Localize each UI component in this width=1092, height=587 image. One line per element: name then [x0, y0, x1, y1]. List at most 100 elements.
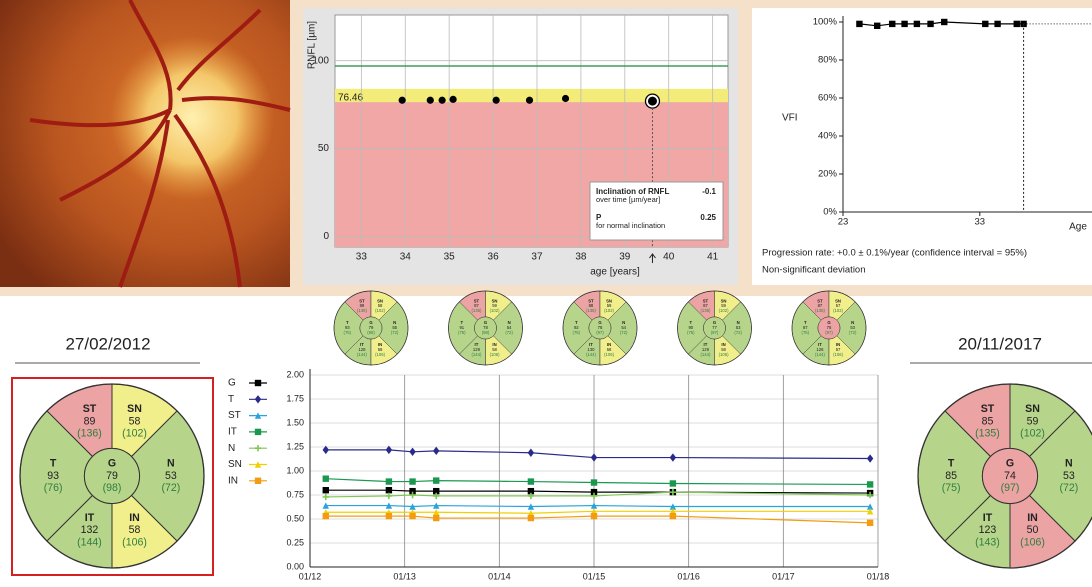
sector-value: 87 [803, 325, 808, 330]
sector-reference: (144) [700, 352, 711, 357]
sector-name: IN [378, 342, 382, 347]
point [590, 479, 598, 486]
point [409, 447, 416, 456]
sector-name: G [484, 320, 488, 325]
point [590, 512, 598, 520]
sector-name: ST [703, 298, 709, 303]
x-tick-label: 01/14 [488, 571, 511, 581]
y-tick-label: 1.00 [286, 465, 304, 475]
sector-reference: (97) [825, 330, 833, 335]
sector-reference: (75) [573, 330, 581, 335]
point [525, 96, 534, 104]
point [927, 20, 934, 28]
point [322, 493, 329, 501]
sector-value: 55 [392, 325, 397, 330]
sector-value: 87 [474, 303, 479, 308]
sector-name: ST [817, 298, 823, 303]
point [322, 445, 329, 455]
legend-label: G [228, 378, 236, 389]
sector-name: T [50, 458, 57, 470]
sector-value: 87 [818, 303, 823, 308]
sector-reference: (135) [975, 428, 1000, 440]
sector-name: SN [606, 298, 612, 303]
sector-name: N [622, 320, 625, 325]
series-line [325, 515, 871, 524]
legend-label: IN [228, 475, 238, 486]
sector-reference: (98) [482, 330, 490, 335]
sector-reference: (106) [122, 536, 147, 548]
point [433, 492, 440, 500]
sector-name: SN [1025, 403, 1040, 415]
x-tick-label: 37 [531, 252, 543, 263]
sector-reference: (75) [687, 330, 695, 335]
sector-value: 53 [1063, 470, 1075, 482]
sector-reference: (72) [161, 482, 180, 494]
y-axis-label: VFI [782, 113, 798, 124]
point [322, 512, 329, 520]
x-tick-label: 39 [619, 252, 631, 263]
sector-name: N [737, 320, 740, 325]
sector-name: IT [704, 342, 708, 347]
point [322, 487, 329, 494]
y-tick-label: 80% [818, 55, 838, 66]
sector-value: 59 [607, 303, 612, 308]
vfi-panel [752, 8, 1092, 285]
sector-name: G [108, 458, 116, 470]
sector-reference: (144) [586, 352, 597, 357]
sector-value: 79 [369, 325, 374, 330]
sector-reference: (102) [1020, 428, 1045, 440]
sector-value: 58 [607, 347, 612, 352]
point [866, 454, 874, 463]
sector-reference: (98) [367, 330, 375, 335]
sector-name: G [713, 320, 717, 325]
point [866, 503, 874, 510]
sector-map: ST87(135)SN57(102)T87(75)G76(97)N53(72)I… [791, 290, 867, 366]
sector-reference: (72) [505, 330, 513, 335]
sector-value: 58 [129, 524, 141, 536]
sector-name: N [167, 458, 175, 470]
sector-value: 76 [827, 325, 832, 330]
point [322, 502, 329, 509]
point [527, 492, 535, 500]
sector-reference: (98) [103, 482, 122, 494]
point [669, 512, 677, 520]
sector-name: SN [835, 298, 841, 303]
map-outline [448, 290, 523, 366]
sector-value: 87 [703, 303, 708, 308]
point [866, 491, 874, 499]
sector-reference: (75) [802, 330, 810, 335]
y-tick-label: 100 [312, 55, 329, 66]
sector-name: IN [721, 342, 725, 347]
sector-name: G [1006, 458, 1014, 470]
sector-reference: (106) [375, 352, 386, 357]
point [527, 503, 535, 510]
sector-reference: (76) [44, 482, 63, 494]
sector-value: 57 [836, 347, 841, 352]
legend-marker [254, 412, 262, 419]
y-tick-label: 1.25 [286, 441, 304, 451]
sector-reference: (136) [77, 428, 102, 440]
sector-value: 53 [736, 325, 741, 330]
sector-name: IT [983, 512, 993, 524]
sector-value: 93 [47, 470, 59, 482]
point [433, 514, 440, 522]
point [398, 96, 406, 104]
legend-label: T [228, 394, 234, 405]
legend-marker [254, 461, 262, 468]
point [866, 519, 874, 527]
point [385, 512, 393, 520]
x-tick-label: 01/17 [772, 571, 795, 581]
sector-reference: (106) [604, 352, 615, 357]
x-tick-label: 34 [400, 252, 412, 263]
series-line [325, 489, 871, 494]
sector-name: ST [359, 298, 365, 303]
legend-box [589, 181, 724, 241]
sector-name: T [948, 458, 955, 470]
baseline-date: 27/02/2012 [65, 334, 150, 353]
sector-reference: (144) [815, 352, 826, 357]
legend-marker [254, 477, 262, 484]
y-tick-label: 1.50 [286, 417, 304, 427]
sector-value: 130 [587, 347, 595, 352]
point [433, 502, 440, 509]
